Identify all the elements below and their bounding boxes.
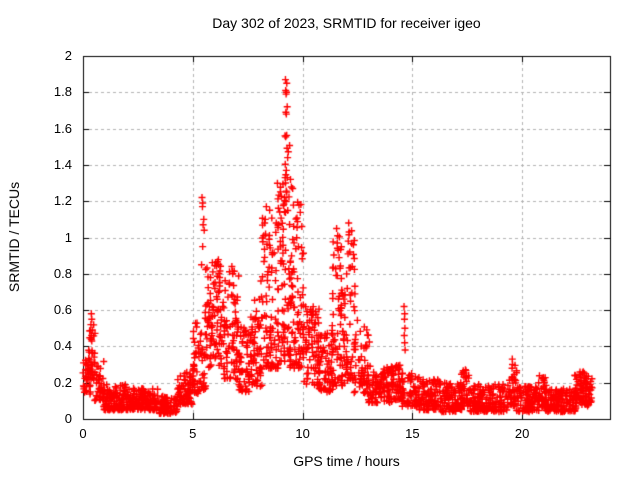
chart-title: Day 302 of 2023, SRMTID for receiver ige… (212, 15, 481, 31)
y-tick-label: 0.6 (53, 302, 72, 318)
y-tick-label: 1 (64, 229, 72, 245)
x-tick-label: 0 (79, 426, 87, 441)
y-tick-label: 2 (64, 48, 72, 63)
y-tick-label: 1.6 (53, 120, 72, 136)
y-tick-label: 1.4 (53, 156, 72, 172)
x-tick-label: 5 (189, 426, 197, 441)
x-tick-label: 10 (295, 426, 310, 441)
y-tick-label: 0 (64, 411, 72, 426)
y-tick-label: 1.8 (53, 84, 72, 100)
y-axis-label: SRMTID / TECUs (6, 181, 22, 293)
y-tick-label: 0.2 (53, 374, 72, 390)
y-tick-label: 1.2 (53, 193, 72, 209)
x-tick-label: 20 (514, 426, 530, 441)
x-axis-label: GPS time / hours (293, 453, 400, 469)
y-tick-label: 0.4 (53, 338, 72, 354)
x-tick-label: 15 (405, 426, 420, 441)
y-tick-label: 0.8 (53, 265, 72, 281)
